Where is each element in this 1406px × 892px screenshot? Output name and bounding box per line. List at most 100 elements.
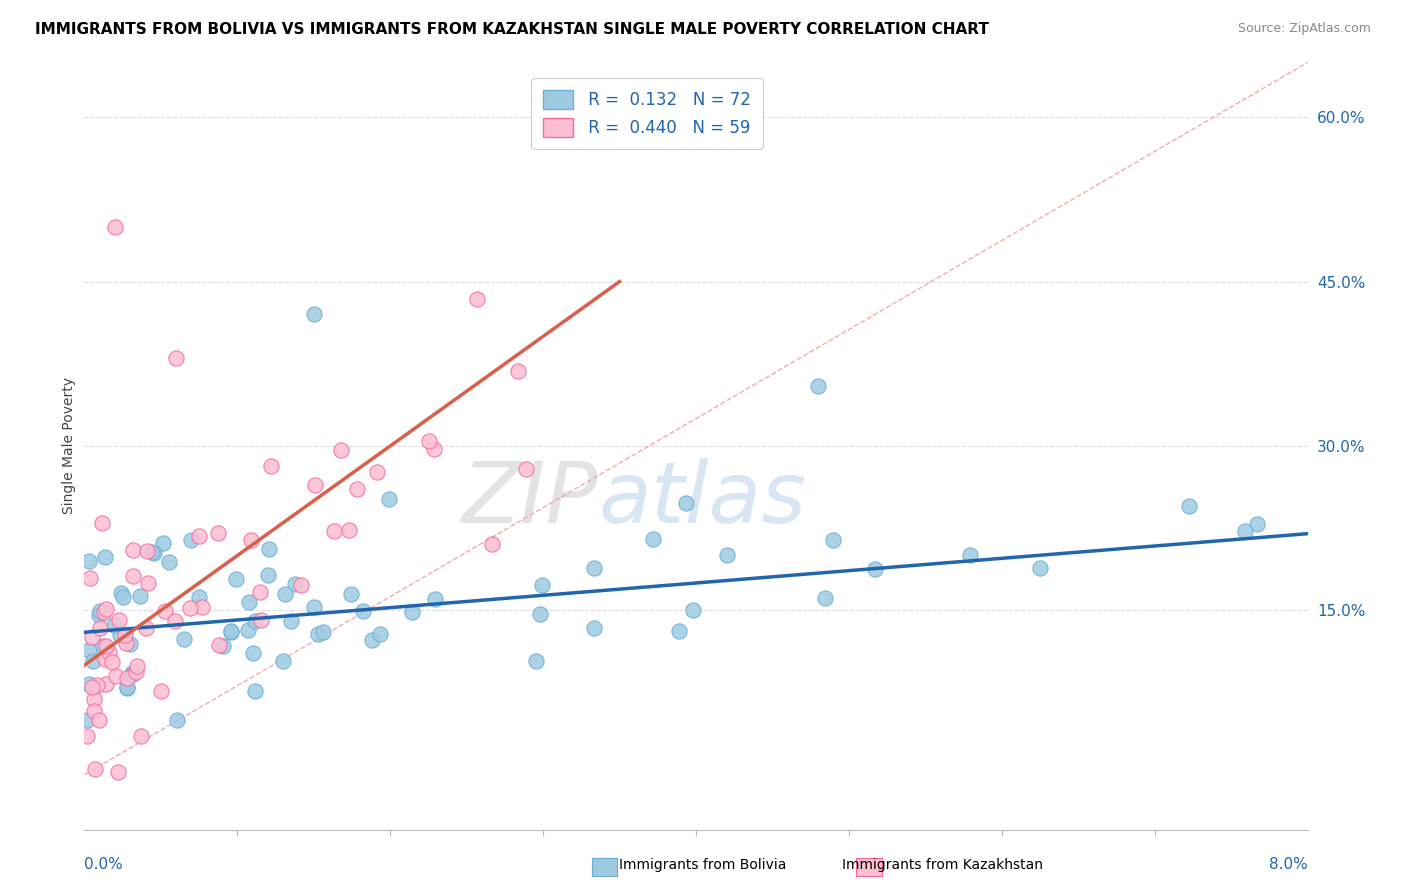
Point [361, 632, 384, 647]
Point [87, 607, 110, 622]
Point [716, 548, 738, 562]
Point [188, 590, 211, 604]
Point [865, 562, 887, 576]
Point [245, 614, 267, 628]
Point [337, 523, 360, 537]
Point [323, 524, 346, 539]
Point [271, 654, 294, 668]
Point [115, 681, 138, 695]
Point [1234, 524, 1257, 539]
Point [238, 595, 260, 609]
Point [165, 351, 187, 366]
Point [180, 533, 202, 547]
Point [675, 496, 697, 510]
Point [122, 667, 145, 681]
Point [93, 605, 115, 619]
Point [127, 659, 149, 673]
Point [239, 533, 262, 548]
Point [153, 605, 176, 619]
Point [76, 713, 98, 727]
Point [84, 762, 107, 776]
Point [121, 542, 143, 557]
Point [236, 623, 259, 637]
Point [643, 533, 665, 547]
Point [107, 765, 129, 780]
Point [524, 654, 547, 668]
Point [290, 578, 312, 592]
Point [77, 643, 100, 657]
Point [506, 364, 529, 378]
Point [152, 536, 174, 550]
Point [529, 607, 551, 621]
Point [93, 639, 115, 653]
Point [284, 576, 307, 591]
Point [515, 462, 537, 476]
Point [366, 465, 388, 479]
Point [142, 546, 165, 560]
Point [131, 730, 153, 744]
Point [242, 647, 264, 661]
Point [280, 614, 302, 628]
Point [225, 572, 247, 586]
Point [108, 628, 131, 642]
Point [401, 605, 423, 619]
Point [83, 691, 105, 706]
Point [89, 604, 111, 618]
Point [105, 669, 128, 683]
Point [418, 434, 440, 448]
Point [94, 602, 117, 616]
Point [190, 600, 212, 615]
Point [423, 592, 446, 607]
Point [312, 625, 335, 640]
Point [86, 678, 108, 692]
Point [89, 621, 111, 635]
Point [77, 554, 100, 568]
Point [1178, 499, 1201, 513]
Point [110, 586, 132, 600]
Point [814, 591, 837, 606]
Point [101, 655, 124, 669]
Point [104, 219, 127, 234]
Point [340, 587, 363, 601]
Point [179, 600, 201, 615]
Point [304, 478, 326, 492]
Point [302, 308, 325, 322]
Point [273, 587, 295, 601]
Y-axis label: Single Male Poverty: Single Male Poverty [62, 377, 76, 515]
Point [583, 621, 606, 635]
Point [346, 483, 368, 497]
Point [141, 545, 163, 559]
Point [96, 639, 118, 653]
Text: Immigrants from Bolivia: Immigrants from Bolivia [619, 858, 787, 872]
Point [135, 621, 157, 635]
Point [256, 568, 278, 582]
Point [582, 561, 605, 575]
Point [378, 491, 401, 506]
Point [329, 443, 352, 458]
Point [136, 576, 159, 591]
Point [682, 603, 704, 617]
Point [173, 632, 195, 646]
Point [98, 645, 121, 659]
Point [219, 624, 242, 639]
Point [821, 533, 844, 548]
Point [82, 630, 104, 644]
Point [83, 704, 105, 718]
Point [129, 589, 152, 603]
Point [115, 681, 138, 695]
Point [467, 293, 489, 307]
Point [108, 613, 131, 627]
Text: 8.0%: 8.0% [1268, 857, 1308, 872]
Point [166, 713, 188, 727]
Point [207, 526, 229, 541]
Point [208, 639, 231, 653]
Text: IMMIGRANTS FROM BOLIVIA VS IMMIGRANTS FROM KAZAKHSTAN SINGLE MALE POVERTY CORREL: IMMIGRANTS FROM BOLIVIA VS IMMIGRANTS FR… [35, 22, 988, 37]
Point [807, 378, 830, 392]
Text: ZIP: ZIP [461, 458, 598, 541]
Point [188, 528, 211, 542]
Point [1029, 560, 1052, 574]
Point [89, 714, 111, 728]
Point [80, 681, 103, 695]
Point [124, 665, 146, 679]
Point [257, 541, 280, 556]
